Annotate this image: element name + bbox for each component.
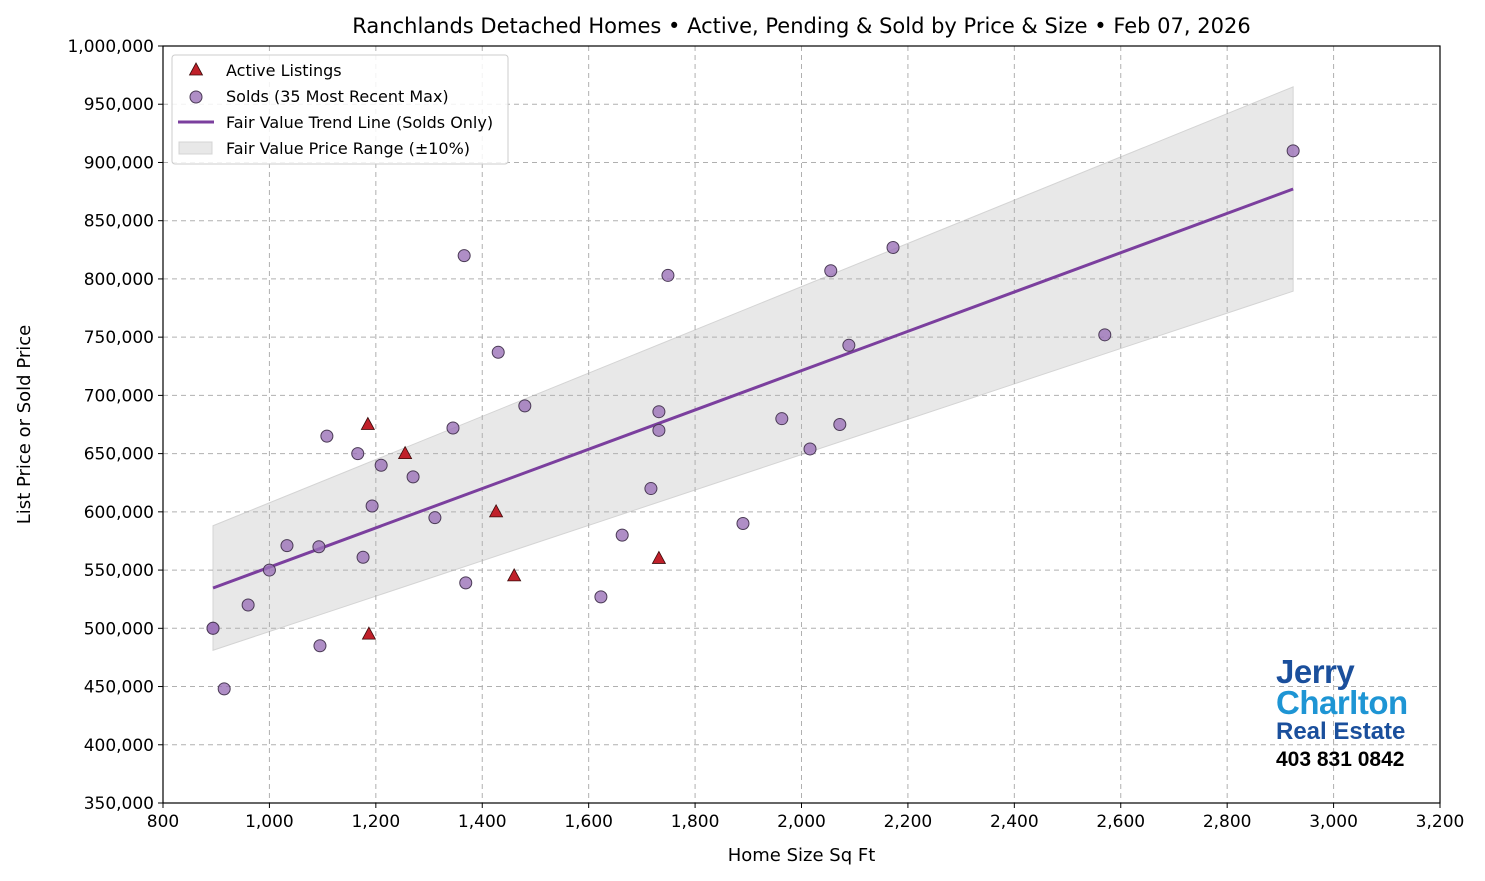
y-tick-label: 650,000 — [84, 445, 154, 465]
y-tick-label: 1,000,000 — [67, 37, 154, 57]
jerry-charlton-logo: Jerry Charlton Real Estate 403 831 0842 — [1276, 655, 1436, 770]
x-axis-label: Home Size Sq Ft — [728, 845, 876, 866]
sold-point — [217, 682, 231, 696]
x-tick-label: 1,800 — [671, 812, 720, 832]
y-tick-label: 500,000 — [84, 619, 154, 639]
sold-point — [1286, 144, 1300, 158]
sold-point — [312, 540, 326, 554]
legend-trend-label: Fair Value Trend Line (Solds Only) — [226, 113, 493, 132]
legend-box — [171, 54, 509, 165]
sold-point — [206, 621, 220, 635]
sold-point — [313, 639, 327, 653]
logo-line-1: Jerry — [1276, 653, 1355, 690]
y-tick-label: 750,000 — [84, 328, 154, 348]
y-tick-label: 450,000 — [84, 678, 154, 698]
sold-point — [241, 598, 255, 612]
y-tick-label: 700,000 — [84, 386, 154, 406]
sold-point — [824, 264, 838, 278]
y-tick-label: 850,000 — [84, 212, 154, 232]
sold-point — [886, 240, 900, 254]
sold-point — [457, 249, 471, 263]
active-listing-point — [651, 550, 667, 564]
sold-point — [594, 590, 608, 604]
legend-active-label: Active Listings — [226, 61, 342, 80]
active-listing-point — [488, 504, 504, 518]
y-tick-label: 350,000 — [84, 794, 154, 814]
sold-point — [351, 447, 365, 461]
sold-point — [491, 345, 505, 359]
sold-point — [652, 423, 666, 437]
x-tick-label: 2,600 — [1096, 812, 1145, 832]
sold-point — [446, 421, 460, 435]
active-listing-point — [360, 416, 376, 430]
y-tick-label: 800,000 — [84, 270, 154, 290]
x-tick-label: 3,000 — [1309, 812, 1358, 832]
trend-line — [212, 187, 1294, 590]
y-tick-label: 400,000 — [84, 736, 154, 756]
sold-point — [775, 412, 789, 426]
sold-point — [803, 442, 817, 456]
legend-sold-label: Solds (35 Most Recent Max) — [226, 87, 449, 106]
sold-point — [280, 539, 294, 553]
sold-point — [374, 458, 388, 472]
plot-frame — [162, 45, 1441, 804]
sold-point — [842, 338, 856, 352]
sold-point — [428, 511, 442, 525]
sold-point — [518, 399, 532, 413]
sold-point — [356, 550, 370, 564]
chart-title: Ranchlands Detached Homes • Active, Pend… — [352, 14, 1250, 38]
x-tick-label: 1,200 — [351, 812, 400, 832]
sold-point — [365, 499, 379, 513]
x-tick-label: 2,200 — [884, 812, 933, 832]
y-axis-label: List Price or Sold Price — [14, 325, 35, 524]
legend-band-label: Fair Value Price Range (±10%) — [226, 139, 470, 158]
x-tick-label: 2,000 — [777, 812, 826, 832]
y-tick-label: 600,000 — [84, 503, 154, 523]
sold-point — [406, 470, 420, 484]
sold-point — [320, 429, 334, 443]
sold-point — [615, 528, 629, 542]
x-tick-label: 800 — [147, 812, 179, 832]
legend-active-marker — [188, 62, 204, 76]
y-tick-label: 550,000 — [84, 561, 154, 581]
x-tick-label: 1,400 — [458, 812, 507, 832]
sold-point — [652, 405, 666, 419]
y-tick-label: 900,000 — [84, 153, 154, 173]
x-tick-label: 1,000 — [245, 812, 294, 832]
fair-value-band — [212, 86, 1294, 651]
x-tick-label: 3,200 — [1416, 812, 1465, 832]
sold-point — [736, 516, 750, 530]
sold-point — [459, 576, 473, 590]
sold-point — [1098, 328, 1112, 342]
active-listing-point — [507, 568, 522, 582]
x-tick-label: 2,800 — [1203, 812, 1252, 832]
sold-point — [262, 563, 276, 577]
active-listing-point — [361, 626, 377, 640]
sold-point — [661, 268, 675, 282]
x-tick-label: 2,400 — [990, 812, 1039, 832]
x-tick-label: 1,600 — [564, 812, 613, 832]
logo-line-2: Charlton — [1276, 684, 1408, 721]
logo-line-3: Real Estate — [1276, 718, 1406, 745]
sold-point — [644, 482, 658, 496]
active-listing-point — [397, 445, 413, 460]
legend-band-marker — [178, 141, 213, 155]
sold-point — [833, 418, 847, 431]
y-tick-label: 950,000 — [84, 95, 154, 115]
legend-sold-marker — [189, 90, 203, 104]
logo-phone: 403 831 0842 — [1276, 748, 1405, 771]
